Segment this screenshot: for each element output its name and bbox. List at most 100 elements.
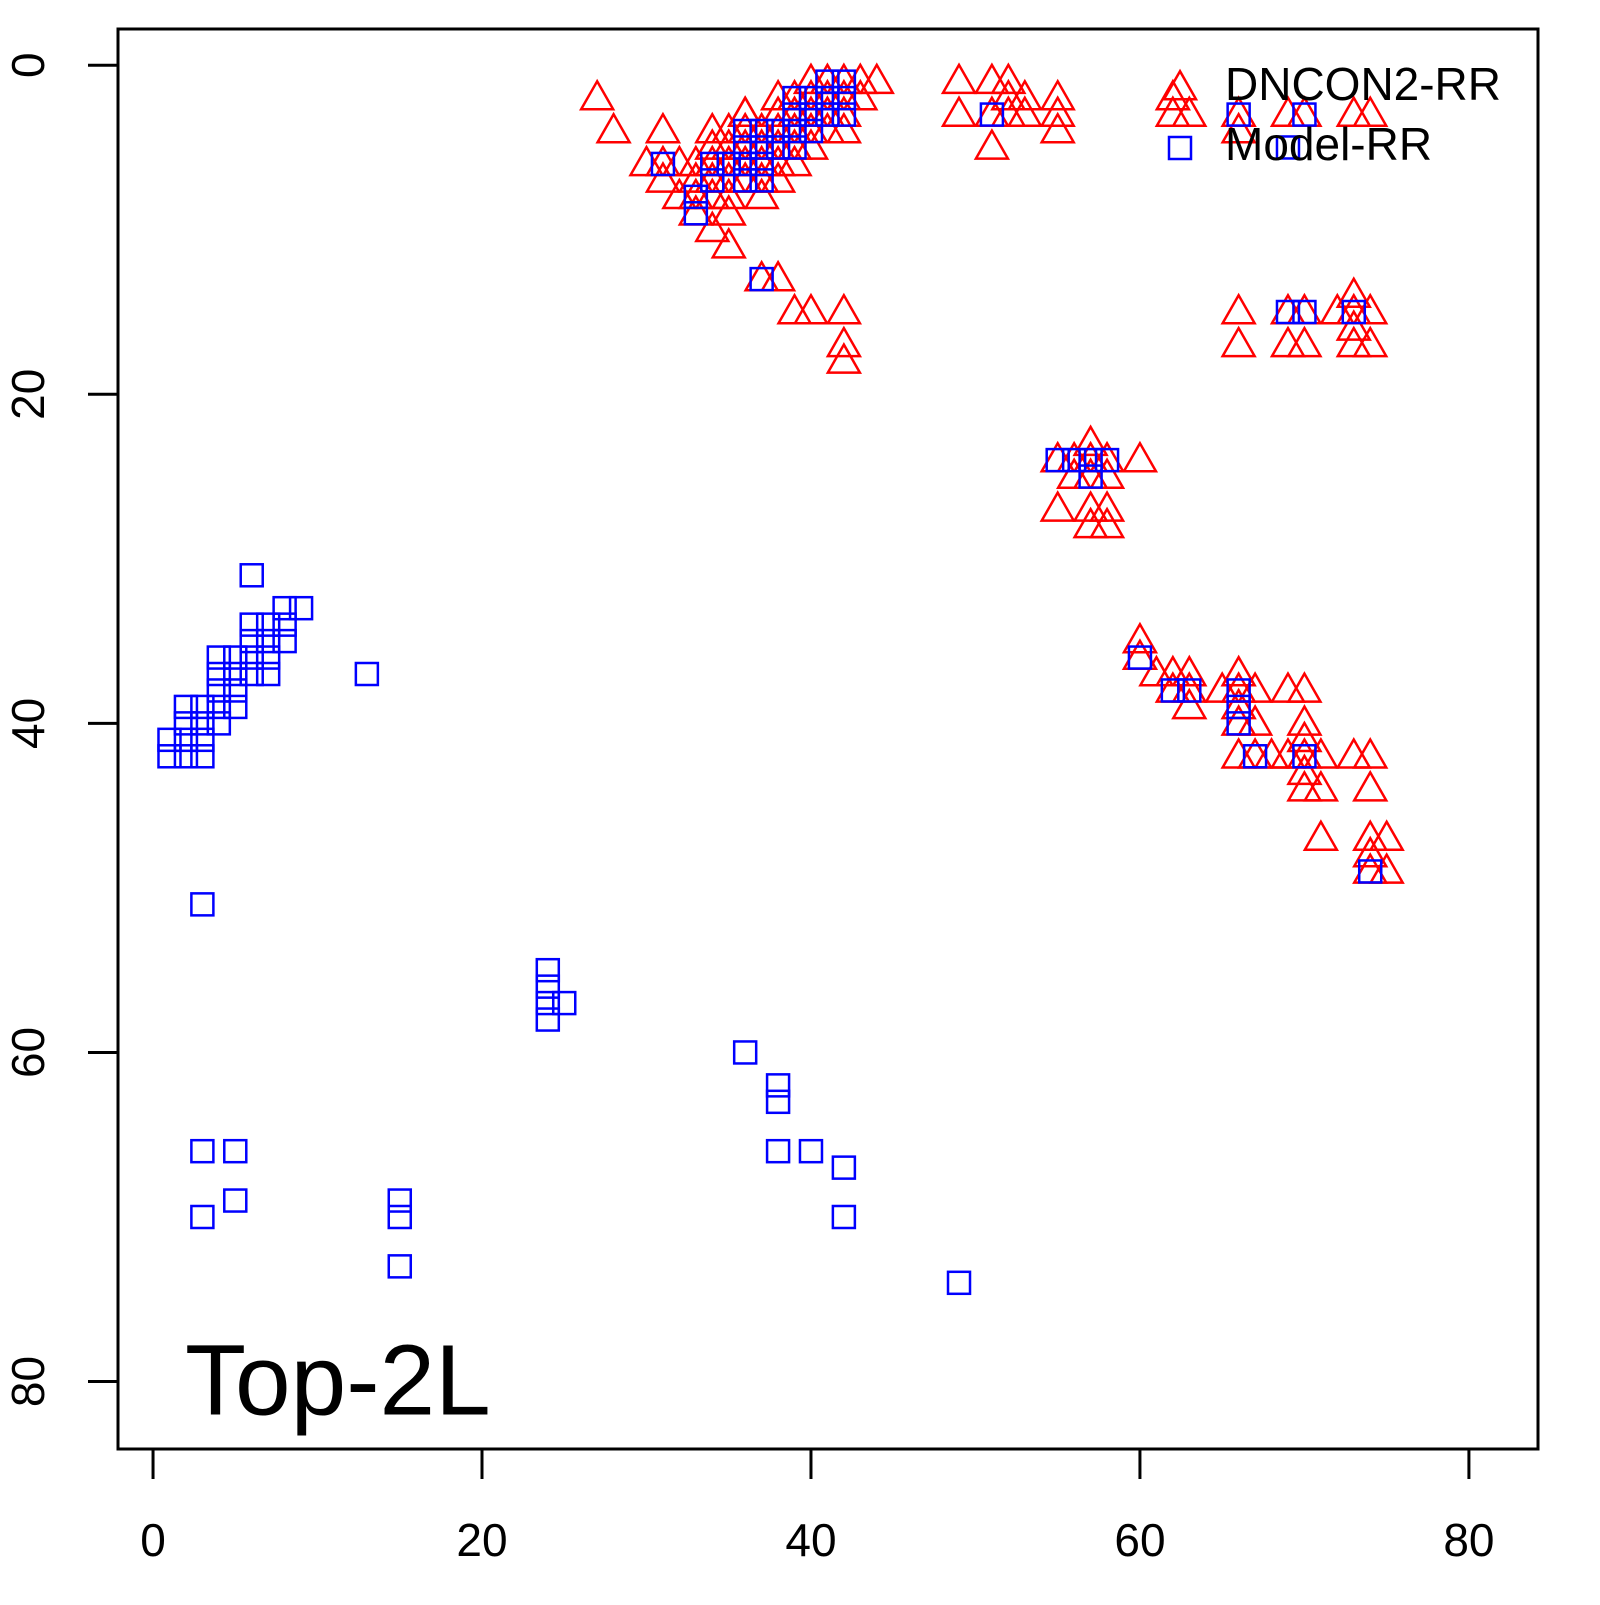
point — [1302, 769, 1340, 802]
point — [223, 1188, 248, 1213]
point — [1286, 704, 1323, 736]
point — [1269, 325, 1307, 358]
x-tick-label: 40 — [785, 1514, 836, 1566]
point — [1236, 671, 1274, 703]
point — [1253, 736, 1290, 769]
point — [272, 595, 297, 621]
point — [1352, 95, 1389, 128]
point — [1286, 720, 1323, 753]
point — [1357, 859, 1383, 884]
point — [1160, 678, 1186, 703]
point — [173, 727, 199, 753]
point — [1220, 292, 1257, 325]
point — [239, 612, 264, 637]
point — [387, 1204, 413, 1230]
point — [173, 694, 199, 720]
point — [1061, 447, 1087, 473]
point — [223, 661, 248, 687]
point — [973, 128, 1011, 160]
point — [798, 85, 824, 111]
point — [1039, 111, 1076, 144]
point — [798, 102, 824, 127]
y-tick-label: 60 — [2, 1027, 54, 1078]
point — [1286, 753, 1323, 786]
point — [1286, 671, 1323, 703]
point — [157, 744, 182, 769]
point — [782, 135, 807, 160]
point — [765, 1138, 791, 1164]
point — [732, 135, 758, 160]
point — [842, 78, 879, 111]
x-tick-label: 80 — [1443, 1514, 1494, 1566]
point — [1220, 111, 1257, 144]
point — [732, 118, 758, 144]
point — [1352, 325, 1389, 358]
point — [1368, 852, 1405, 884]
point — [1039, 78, 1076, 111]
legend-marker — [1167, 135, 1193, 161]
point — [732, 168, 758, 193]
point — [173, 711, 199, 736]
point — [759, 259, 797, 292]
point — [825, 292, 863, 325]
point — [223, 1138, 248, 1164]
point — [825, 111, 863, 144]
point — [1006, 78, 1043, 111]
point — [798, 118, 824, 144]
point — [990, 62, 1027, 95]
point — [1006, 95, 1043, 128]
point — [650, 151, 676, 177]
legend-label: DNCON2-RR — [1225, 58, 1501, 110]
point — [710, 226, 747, 259]
point — [206, 711, 232, 736]
point — [190, 1138, 215, 1164]
point — [1072, 424, 1109, 457]
point — [765, 118, 791, 144]
point — [815, 69, 840, 94]
point — [190, 744, 215, 769]
point — [190, 727, 215, 753]
point — [1220, 736, 1257, 769]
point — [831, 69, 857, 94]
point — [798, 1138, 824, 1164]
point — [858, 62, 895, 95]
point — [535, 990, 561, 1016]
point — [272, 628, 297, 654]
point — [1302, 736, 1340, 769]
point — [535, 957, 561, 983]
point — [831, 1155, 857, 1180]
point — [288, 595, 314, 621]
point — [782, 102, 807, 127]
point — [743, 177, 780, 210]
point — [1039, 490, 1076, 522]
point — [782, 85, 807, 111]
point — [940, 62, 978, 95]
point — [946, 1270, 972, 1296]
point — [223, 678, 248, 703]
point — [644, 161, 682, 193]
point — [759, 161, 797, 193]
point — [1335, 309, 1372, 341]
point — [831, 1204, 857, 1230]
point — [255, 645, 281, 670]
plot-frame — [116, 27, 1540, 1451]
point — [255, 628, 281, 654]
point — [710, 177, 747, 210]
point — [1039, 95, 1076, 128]
y-tick-label: 20 — [2, 369, 54, 420]
annotation: Top-2L — [185, 1324, 491, 1436]
point — [765, 1073, 791, 1098]
point — [239, 661, 264, 687]
y-tick-label: 0 — [2, 52, 54, 78]
point — [223, 645, 248, 670]
point — [644, 111, 682, 144]
point — [1292, 299, 1317, 325]
point — [749, 266, 774, 292]
point — [683, 201, 709, 226]
point — [1121, 621, 1159, 654]
point — [815, 102, 840, 127]
point — [190, 892, 215, 917]
point — [1226, 102, 1251, 127]
point — [683, 184, 709, 210]
point — [1226, 694, 1251, 720]
